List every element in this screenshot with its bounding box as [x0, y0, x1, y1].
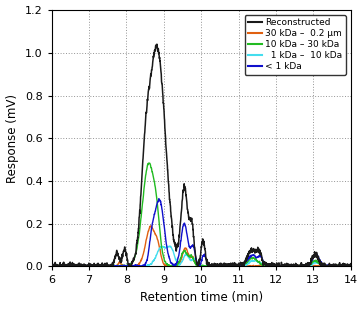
Y-axis label: Response (mV): Response (mV) [6, 94, 19, 183]
Legend: Reconstructed, 30 kDa –  0.2 μm, 10 kDa – 30 kDa,   1 kDa –  10 kDa, < 1 kDa: Reconstructed, 30 kDa – 0.2 μm, 10 kDa –… [245, 15, 346, 75]
X-axis label: Retention time (min): Retention time (min) [139, 291, 263, 304]
